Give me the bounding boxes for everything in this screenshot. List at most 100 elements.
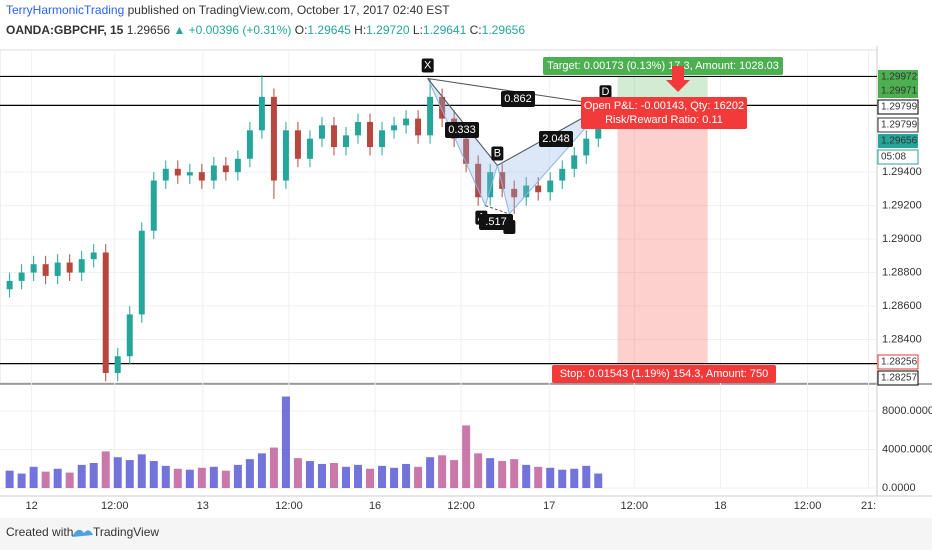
- volume-bar: [402, 463, 411, 488]
- ratio-label: 2.048: [542, 133, 570, 145]
- x-tick-label: 18: [714, 500, 726, 512]
- pattern-point-label: X: [424, 59, 432, 71]
- ratio-label: 0.862: [504, 93, 532, 105]
- volume-bar: [558, 469, 567, 488]
- price-label-box: [877, 354, 919, 370]
- pattern-line: [485, 205, 510, 215]
- price-label-box: [877, 99, 919, 115]
- volume-bar: [77, 464, 86, 488]
- volume-bar: [113, 457, 122, 488]
- candle-body: [439, 96, 446, 119]
- candle-body: [547, 180, 554, 193]
- l: L:: [413, 23, 423, 37]
- candle-body: [186, 172, 193, 176]
- candle-body: [258, 96, 265, 131]
- volume-bar: [594, 473, 603, 488]
- l-val: 1.29641: [423, 23, 467, 37]
- volume-bar: [173, 468, 182, 488]
- volume-bar: [245, 459, 254, 488]
- volume-bar: [486, 458, 495, 488]
- volume-bar: [257, 453, 266, 488]
- volume-tick-label: 8000.0000: [882, 405, 932, 417]
- candle-body: [379, 130, 386, 148]
- target-label: Target: 0.00173 (0.13%) 17.3, Amount: 10…: [547, 60, 779, 72]
- volume-bar: [498, 461, 507, 488]
- volume-bar: [546, 467, 555, 488]
- change: ▲ +0.00396 (+0.31%): [173, 23, 291, 37]
- footer-brand[interactable]: TradingView: [93, 525, 159, 539]
- candle-body: [355, 121, 362, 136]
- candle-body: [499, 172, 506, 189]
- volume-bar: [462, 425, 471, 488]
- price-label-box: [878, 134, 918, 148]
- ratio-label: 0.333: [448, 124, 476, 136]
- ratio-box: [445, 122, 479, 138]
- volume-bar: [281, 396, 290, 488]
- price-label: 1.29799: [881, 120, 918, 131]
- volume-bar: [197, 467, 206, 488]
- y-tick-label: 1.28600: [882, 300, 922, 312]
- price-label-box: [877, 149, 919, 165]
- x-tick-label: 16: [369, 500, 381, 512]
- x-tick-label: 12:00: [621, 500, 649, 512]
- volume-bar: [53, 468, 62, 488]
- y-tick-label: 1.29200: [882, 200, 922, 212]
- header: TerryHarmonicTrading published on Tradin…: [6, 3, 450, 17]
- pattern-line: [427, 78, 498, 166]
- volume-bar: [390, 467, 399, 488]
- volume-bar: [221, 470, 230, 488]
- h-val: 1.29720: [366, 23, 410, 37]
- price-label: 1.29656: [881, 136, 918, 147]
- arrow: [666, 66, 690, 92]
- candle-body: [18, 272, 25, 281]
- candle-body: [270, 96, 277, 181]
- logo: [72, 529, 93, 537]
- ratio-label: .517: [485, 216, 506, 228]
- o: O:: [295, 23, 308, 37]
- volume-bar: [185, 469, 194, 488]
- volume-bar: [317, 463, 326, 488]
- candle-body: [174, 168, 181, 176]
- volume-tick-label: 0.0000: [882, 482, 916, 494]
- last: 1.29656: [127, 23, 171, 37]
- pattern-point-box: [599, 85, 612, 100]
- x-tick-label: 12:00: [275, 500, 303, 512]
- footer-created: Created with: [6, 525, 73, 539]
- candle-body: [222, 165, 229, 173]
- candle-body: [571, 155, 578, 169]
- volume-bar: [293, 458, 302, 488]
- volume-bar: [522, 464, 531, 488]
- volume-bar: [438, 455, 447, 488]
- stop-zone: [617, 105, 708, 364]
- ratio-box: [501, 91, 535, 107]
- candle-body: [559, 168, 566, 181]
- volume-bar: [510, 459, 519, 488]
- volume-bar: [354, 464, 363, 488]
- price-label: 1.29972: [881, 72, 918, 83]
- target-label-box: [543, 57, 783, 75]
- candle-body: [427, 96, 434, 136]
- x-tick-label: 12:00: [794, 500, 822, 512]
- price-label: 05:08: [881, 152, 906, 163]
- pnl-box: [581, 97, 747, 129]
- candle-body: [463, 138, 470, 164]
- candle-body: [54, 262, 61, 276]
- x-tick-label: 12: [25, 500, 37, 512]
- y-tick-label: 1.29400: [882, 166, 922, 178]
- volume-bar: [341, 466, 350, 488]
- price-label-box: [877, 117, 919, 133]
- candle-body: [583, 138, 590, 156]
- price-label-box: [877, 370, 919, 386]
- candle-body: [138, 230, 145, 315]
- candle-body: [306, 138, 313, 159]
- h: H:: [354, 23, 366, 37]
- volume-bar: [89, 462, 98, 488]
- price-label: 1.29971: [881, 86, 918, 97]
- volume-bar: [426, 457, 435, 488]
- symbol: OANDA:GBPCHF, 15: [6, 23, 124, 37]
- candle-body: [535, 185, 542, 193]
- candle-body: [150, 180, 157, 231]
- pattern-point-label: D: [602, 86, 610, 98]
- pattern-point-box: [491, 146, 504, 161]
